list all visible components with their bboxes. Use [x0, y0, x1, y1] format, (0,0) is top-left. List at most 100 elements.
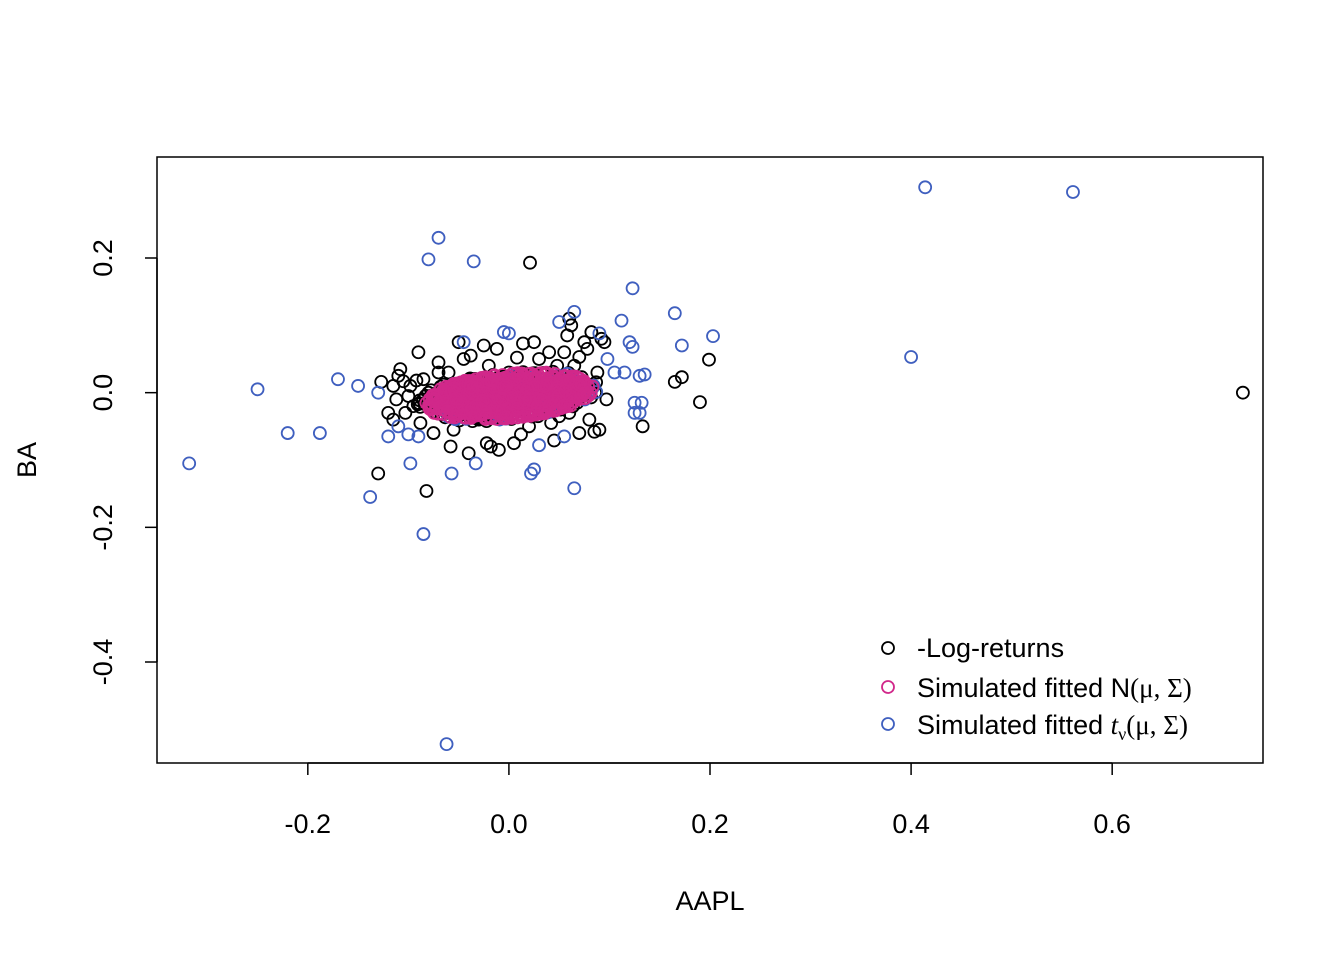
- point-normal: [435, 390, 450, 405]
- legend: -Log-returns Simulated fitted N(μ, Σ) Si…: [881, 633, 1192, 744]
- y-tick-label: -0.4: [88, 639, 118, 686]
- point-log-returns: [479, 436, 494, 451]
- point-student-t: [466, 254, 481, 269]
- legend-marker-normal: [881, 680, 895, 694]
- point-normal: [428, 392, 443, 407]
- point-normal: [528, 380, 543, 394]
- y-axis-label: BA: [12, 442, 42, 478]
- point-student-t: [634, 395, 649, 410]
- point-normal: [449, 391, 464, 406]
- point-log-returns: [577, 335, 592, 350]
- point-normal: [510, 401, 525, 416]
- point-log-returns: [489, 341, 504, 356]
- point-log-returns: [702, 352, 716, 367]
- point-log-returns: [476, 338, 491, 353]
- legend-label-student-t-text: Simulated fitted: [917, 710, 1111, 740]
- point-student-t: [667, 306, 682, 321]
- point-normal: [470, 378, 485, 393]
- point-normal: [522, 392, 537, 407]
- point-student-t: [600, 352, 615, 366]
- point-student-t: [627, 405, 642, 420]
- point-log-returns: [456, 352, 471, 366]
- point-log-returns: [416, 372, 431, 387]
- legend-item-student-t: Simulated fitted tν(μ, Σ): [881, 710, 1188, 744]
- point-log-returns: [419, 484, 434, 498]
- point-log-returns: [398, 405, 413, 420]
- point-log-returns: [411, 345, 426, 360]
- point-log-returns: [514, 427, 528, 442]
- y-tick-label: 0.0: [88, 374, 118, 412]
- point-student-t: [456, 335, 471, 350]
- legend-marker-log-returns: [881, 641, 895, 655]
- point-log-returns: [426, 426, 441, 440]
- point-student-t: [363, 490, 378, 504]
- point-student-t: [351, 379, 365, 393]
- point-normal: [530, 399, 545, 414]
- legend-label-log-returns: -Log-returns: [917, 633, 1064, 663]
- point-normal: [561, 372, 576, 387]
- x-axis-label: AAPL: [675, 886, 744, 916]
- point-log-returns: [371, 466, 386, 481]
- point-log-returns: [674, 370, 689, 385]
- legend-item-normal: Simulated fitted N(μ, Σ): [881, 673, 1192, 703]
- point-log-returns: [461, 446, 476, 461]
- point-student-t: [625, 281, 640, 296]
- point-log-returns: [491, 442, 506, 457]
- legend-marker-student-t: [881, 717, 895, 731]
- point-student-t: [637, 367, 652, 382]
- point-log-returns: [635, 419, 650, 434]
- point-student-t: [421, 252, 436, 267]
- point-student-t: [416, 527, 431, 541]
- point-student-t: [331, 372, 345, 387]
- y-tick-label: 0.2: [88, 239, 118, 277]
- point-normal: [463, 380, 478, 395]
- point-student-t: [904, 350, 918, 364]
- legend-label-student-t-math: (μ, Σ): [1126, 710, 1188, 740]
- x-tick-label: 0.6: [1093, 809, 1131, 839]
- x-tick-label: 0.2: [691, 809, 729, 839]
- x-axis: -0.2 0.0 0.2 0.4 0.6: [285, 762, 1131, 839]
- point-log-returns: [483, 439, 498, 454]
- point-log-returns: [409, 373, 424, 388]
- legend-label-student-t: Simulated fitted tν(μ, Σ): [917, 710, 1188, 744]
- point-student-t: [468, 456, 483, 471]
- point-student-t: [182, 456, 197, 471]
- point-student-t: [439, 737, 454, 752]
- point-student-t: [557, 429, 572, 444]
- point-normal: [558, 368, 572, 383]
- point-log-returns: [580, 341, 595, 356]
- point-normal: [490, 404, 504, 419]
- point-log-returns: [431, 365, 446, 380]
- point-log-returns: [510, 350, 524, 365]
- point-student-t: [527, 462, 541, 477]
- point-log-returns: [599, 392, 614, 407]
- legend-label-normal-text: Simulated fitted N: [917, 673, 1130, 703]
- point-student-t: [617, 365, 632, 380]
- point-student-t: [625, 339, 640, 354]
- y-axis: -0.4 -0.2 0.0 0.2: [88, 239, 158, 686]
- point-student-t: [607, 365, 622, 380]
- point-student-t: [567, 481, 582, 496]
- point-student-t: [280, 426, 295, 440]
- point-student-t: [401, 427, 416, 442]
- x-tick-label: 0.4: [892, 809, 930, 839]
- point-normal: [548, 403, 563, 418]
- point-log-returns: [584, 325, 599, 339]
- point-normal: [499, 378, 514, 393]
- point-normal: [448, 386, 463, 401]
- point-log-returns: [451, 335, 466, 350]
- point-log-returns: [667, 374, 682, 389]
- point-student-t: [502, 326, 516, 341]
- point-normal: [518, 392, 533, 407]
- legend-label-normal: Simulated fitted N(μ, Σ): [917, 673, 1192, 703]
- point-log-returns: [507, 436, 521, 451]
- point-normal: [537, 379, 551, 394]
- point-log-returns: [386, 379, 401, 393]
- legend-label-normal-math: (μ, Σ): [1130, 673, 1192, 703]
- point-normal: [478, 397, 493, 412]
- point-normal: [463, 411, 478, 425]
- y-tick-label: -0.2: [88, 504, 118, 551]
- point-student-t: [250, 382, 265, 397]
- point-log-returns: [441, 365, 456, 380]
